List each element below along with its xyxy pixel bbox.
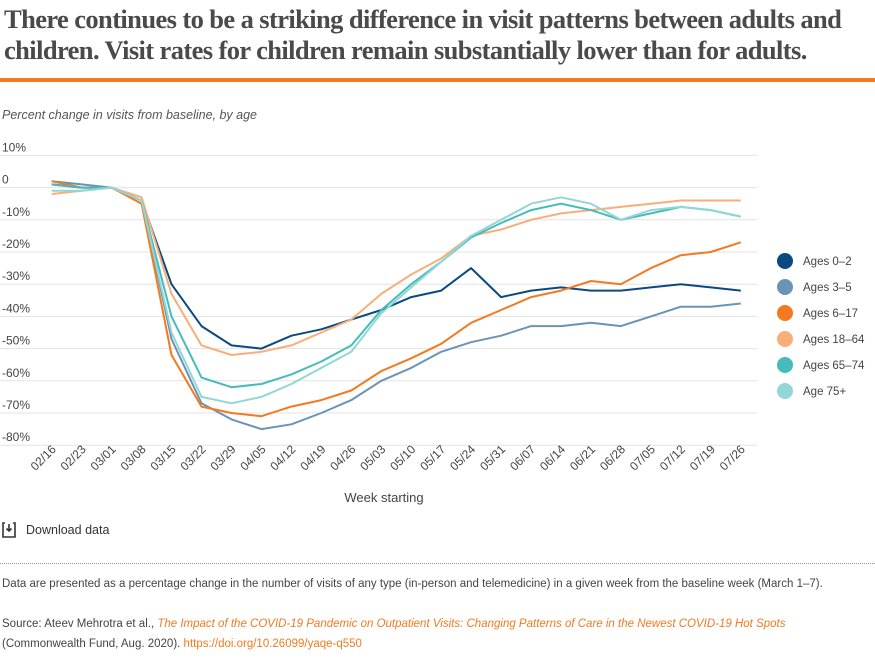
chart-subtitle: Percent change in visits from baseline, … [2, 108, 257, 122]
legend-label: Ages 65–74 [803, 360, 865, 372]
y-tick-label: 10% [2, 140, 26, 154]
series-line-5 [51, 186, 742, 405]
x-tick-label: 07/26 [717, 442, 748, 473]
x-tick-label: 06/07 [507, 442, 538, 473]
y-tick-label: -70% [2, 398, 30, 412]
series-line-1 [51, 180, 741, 431]
x-tick-label: 05/31 [477, 442, 508, 473]
legend-label: Ages 3–5 [803, 282, 852, 294]
y-tick-label: -10% [2, 205, 30, 219]
legend-swatch [777, 383, 793, 399]
source-report-link[interactable]: The Impact of the COVID-19 Pandemic on O… [157, 618, 786, 630]
y-tick-label: -50% [2, 334, 30, 348]
x-axis-title: Week starting [344, 490, 423, 505]
x-tick-label: 07/12 [657, 442, 688, 473]
x-tick-label: 06/28 [597, 442, 628, 473]
y-tick-label: -40% [2, 301, 30, 315]
x-tick-label: 02/23 [58, 442, 89, 473]
x-tick-label: 05/10 [387, 442, 418, 473]
source-citation: Source: Ateev Mehrotra et al., The Impac… [2, 614, 785, 654]
x-tick-label: 03/15 [148, 442, 179, 473]
legend-swatch [777, 357, 793, 373]
series-line-3 [51, 186, 741, 356]
x-tick-label: 03/08 [118, 442, 149, 473]
legend-label: Age 75+ [803, 386, 846, 398]
x-tick-label: 03/22 [177, 442, 208, 473]
legend-label: Ages 0–2 [803, 256, 852, 268]
x-tick-label: 05/03 [357, 442, 388, 473]
x-tick-label: 02/16 [28, 442, 59, 473]
y-tick-label: -60% [2, 366, 30, 380]
x-tick-label: 05/17 [417, 442, 448, 473]
x-tick-label: 03/01 [88, 442, 119, 473]
x-tick-label: 07/19 [687, 442, 718, 473]
title-underline [0, 78, 875, 82]
legend-swatch [777, 305, 793, 321]
x-tick-label: 05/24 [447, 442, 478, 473]
legend-label: Ages 6–17 [803, 308, 858, 320]
x-tick-label: 07/05 [627, 442, 658, 473]
series-line-0 [51, 183, 741, 350]
x-tick-label: 04/05 [237, 442, 268, 473]
y-tick-label: -80% [2, 430, 30, 444]
legend-swatch [777, 253, 793, 269]
divider [0, 563, 875, 564]
x-tick-label: 06/21 [567, 442, 598, 473]
data-note: Data are presented as a percentage chang… [2, 578, 823, 590]
download-data-button[interactable]: Download data [2, 522, 109, 538]
x-tick-label: 04/12 [267, 442, 298, 473]
y-tick-label: 0 [2, 173, 9, 187]
source-prefix: Source: Ateev Mehrotra et al., [2, 618, 158, 630]
line-chart: 10% 0 -10% -20% -30% -40% -50% -60% -70% -80% 02/… [0, 140, 865, 505]
x-tick-label: 04/26 [327, 442, 358, 473]
legend-label: Ages 18–64 [803, 334, 865, 346]
download-icon [2, 522, 16, 538]
legend-swatch [777, 331, 793, 347]
download-label: Download data [26, 523, 110, 537]
y-tick-label: -20% [2, 237, 30, 251]
legend-swatch [777, 279, 793, 295]
source-suffix: (Commonwealth Fund, Aug. 2020). [2, 638, 184, 650]
doi-link[interactable]: https://doi.org/10.26099/yaqe-q550 [183, 638, 362, 650]
series-line-2 [51, 180, 742, 418]
y-tick-label: -30% [2, 269, 30, 283]
chart-title: There continues to be a striking differe… [4, 4, 842, 65]
x-tick-label: 04/19 [297, 442, 328, 473]
x-tick-label: 06/14 [537, 442, 568, 473]
x-tick-label: 03/29 [207, 442, 238, 473]
